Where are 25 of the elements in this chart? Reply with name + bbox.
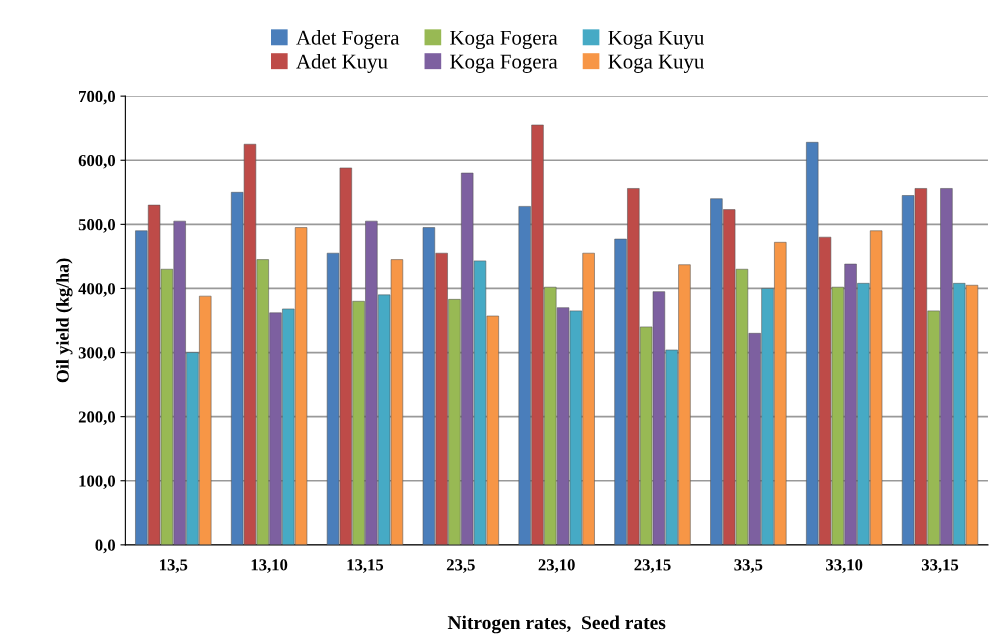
x-tick-label: 33,5 xyxy=(734,559,763,573)
y-tick-label: 200,0 xyxy=(78,411,116,426)
legend-label: Koga Kuyu xyxy=(608,54,704,73)
y-tick-label: 700,0 xyxy=(79,90,116,105)
y-tick-label: 0,0 xyxy=(95,539,116,554)
y-tick-label: 500,0 xyxy=(78,219,116,233)
y-axis-title: Oil yield (kg/ha) xyxy=(56,258,73,383)
x-tick-label: 13,5 xyxy=(160,559,188,573)
x-tick-label: 33,15 xyxy=(921,559,959,573)
x-tick-label: 23,10 xyxy=(538,559,575,573)
x-tick-label: 23,15 xyxy=(634,559,671,573)
y-tick-label: 300,0 xyxy=(78,347,116,361)
x-tick-label: 33,10 xyxy=(826,559,863,573)
x-axis-title: Nitrogen rates, Seed rates xyxy=(447,615,666,634)
legend-label: Koga Kuyu xyxy=(608,30,704,50)
y-tick-label: 600,0 xyxy=(78,154,116,169)
legend-label: Koga Fogera xyxy=(450,30,558,50)
x-tick-label: 13,10 xyxy=(251,559,288,573)
x-tick-label: 13,15 xyxy=(347,559,384,573)
legend-label: Koga Fogera xyxy=(450,54,558,73)
x-tick-label: 23,5 xyxy=(446,559,475,573)
y-tick-label: 400,0 xyxy=(78,283,116,297)
legend-label: Adet Fogera xyxy=(296,30,400,50)
legend-label: Adet Kuyu xyxy=(296,53,388,73)
y-tick-label: 100,0 xyxy=(79,475,116,490)
